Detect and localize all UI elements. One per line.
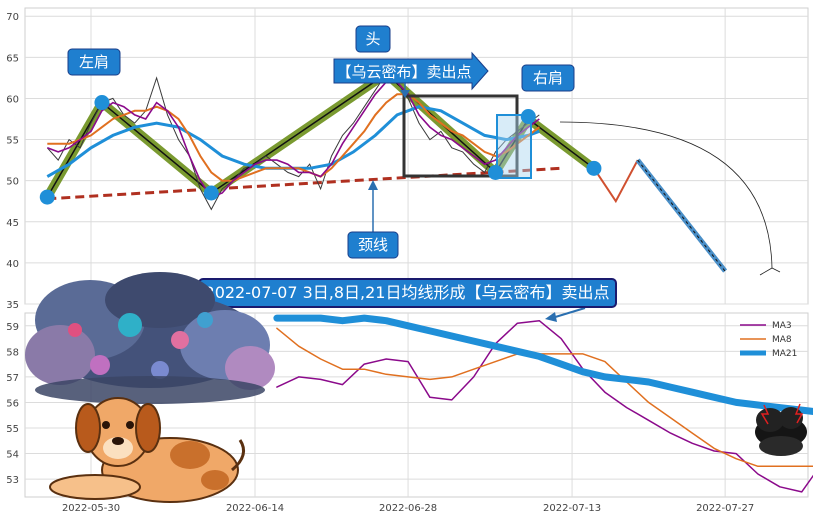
top-panel-y-ticks: 35 40 45 50 55 60 65 70 <box>6 12 19 311</box>
ma21-line-bottom <box>273 314 813 415</box>
target-projection-band <box>635 158 728 273</box>
bottom-y-tick-label: 59 <box>6 322 19 333</box>
head-callout: 头 <box>355 25 391 53</box>
bottom-panel-y-ticks: 53 54 55 56 57 58 59 <box>6 322 19 486</box>
top-y-tick-label: 35 <box>6 300 19 311</box>
legend-label-ma3: MA3 <box>772 321 792 331</box>
thunder-cloud-icon <box>755 403 807 456</box>
head-zone-box <box>402 94 519 178</box>
top-y-tick-label: 50 <box>6 177 19 188</box>
top-y-tick-label: 45 <box>6 218 19 229</box>
cloud-signal-callout: 【乌云密布】卖出点 <box>333 51 489 91</box>
bottom-legend: MA3 MA8 MA21 <box>740 321 797 359</box>
bottom-y-tick-label: 54 <box>6 450 19 461</box>
ma3-line-bottom <box>276 319 813 493</box>
price-line <box>46 73 540 211</box>
bottom-y-tick-label: 55 <box>6 424 19 435</box>
legend-label-ma21: MA21 <box>772 349 797 359</box>
bottom-y-tick-label: 57 <box>6 373 19 384</box>
x-tick-label: 2022-05-30 <box>62 503 120 514</box>
x-tick-label: 2022-06-14 <box>226 503 284 514</box>
banner-label: 2022-07-07 3日,8日,21日均线形成【乌云密布】卖出点 <box>205 283 610 302</box>
head-label: 头 <box>365 30 380 48</box>
dog-illustration <box>49 397 246 503</box>
x-tick-label: 2022-07-13 <box>543 503 601 514</box>
forecast-zigzag <box>593 159 639 204</box>
x-tick-label: 2022-06-28 <box>379 503 437 514</box>
x-tick-label: 2022-07-27 <box>696 503 754 514</box>
bottom-panel-x-ticks: 2022-05-30 2022-06-14 2022-06-28 2022-07-13… <box>62 503 754 514</box>
left-shoulder-callout: 左肩 <box>67 48 121 76</box>
cloud-signal-label: 【乌云密布】卖出点 <box>336 63 471 81</box>
projection-arc <box>559 121 773 269</box>
bottom-panel-series <box>273 314 813 493</box>
ma3-line-top <box>47 81 540 199</box>
top-panel-frame <box>24 7 809 305</box>
pivot-marker <box>39 189 55 205</box>
pivot-marker <box>203 185 219 201</box>
pivot-marker <box>520 109 536 125</box>
neckline-label: 颈线 <box>358 236 388 254</box>
pivot-marker <box>94 95 110 111</box>
banner-pointer-head <box>545 312 557 322</box>
cloud-pointer-head <box>400 90 410 98</box>
ma8-line-bottom <box>276 327 813 468</box>
top-y-tick-label: 70 <box>6 12 19 23</box>
neckline-callout: 颈线 <box>347 231 399 259</box>
neckline-pointer-head <box>368 180 378 190</box>
bottom-y-tick-label: 53 <box>6 475 19 486</box>
left-shoulder-label: 左肩 <box>79 53 109 71</box>
storm-cloud-illustration <box>25 272 275 404</box>
banner-callout: 2022-07-07 3日,8日,21日均线形成【乌云密布】卖出点 <box>198 278 617 308</box>
top-y-tick-label: 55 <box>6 136 19 147</box>
pivot-marker <box>586 160 602 176</box>
right-shoulder-label: 右肩 <box>533 69 563 87</box>
bottom-y-tick-label: 58 <box>6 347 19 358</box>
pivot-marker <box>488 164 504 180</box>
legend-label-ma8: MA8 <box>772 335 792 345</box>
right-shoulder-zone-box <box>496 114 532 179</box>
top-y-tick-label: 65 <box>6 53 19 64</box>
banner-pointer-arrow <box>551 307 586 319</box>
projection-arrowhead <box>759 267 781 276</box>
bottom-y-tick-label: 56 <box>6 398 19 409</box>
neckline-dashed <box>47 166 562 201</box>
top-y-tick-label: 60 <box>6 94 19 105</box>
top-y-tick-label: 40 <box>6 259 19 270</box>
right-shoulder-callout: 右肩 <box>521 64 575 92</box>
